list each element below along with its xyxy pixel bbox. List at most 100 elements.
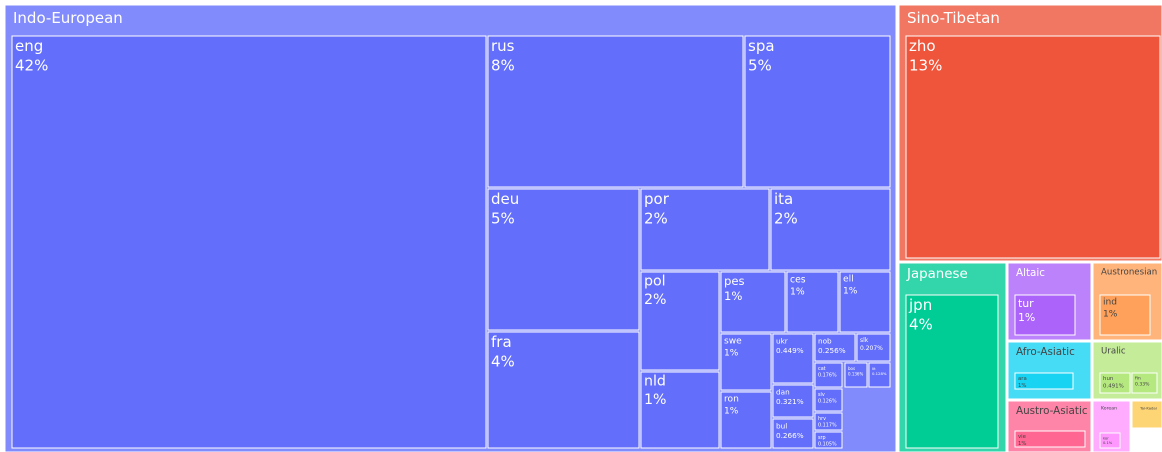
tile-value-label: 1% <box>724 406 739 416</box>
tile-value-label: 1% <box>843 286 858 296</box>
tile-value-label: 42% <box>15 57 48 75</box>
tile <box>772 418 814 449</box>
tile-value-label: 2% <box>774 210 798 228</box>
tile-value-label: 2% <box>644 292 666 308</box>
tile <box>772 384 814 418</box>
tile-name: hun <box>1103 376 1113 382</box>
tile <box>487 188 640 331</box>
tile-name: vie <box>1018 434 1026 440</box>
tile <box>814 333 856 362</box>
tile <box>814 412 843 431</box>
tile-name: bul <box>776 422 787 431</box>
tile-name: ita <box>774 190 793 208</box>
tile <box>1014 372 1074 390</box>
tile-value-label: 0.33% <box>1135 381 1150 387</box>
tile-value-label: 0.491% <box>1103 383 1124 389</box>
tile <box>720 271 786 333</box>
tile-value-label: 0.321% <box>776 397 804 406</box>
group-box <box>1131 400 1162 429</box>
tile-name: ell <box>843 275 854 285</box>
tile <box>487 35 744 188</box>
tile <box>814 388 843 412</box>
tile-value-label: 1% <box>1103 309 1118 319</box>
tile <box>11 35 487 449</box>
tile <box>844 362 868 388</box>
group-label: Uralic <box>1101 347 1126 357</box>
group-label: Sino-Tibetan <box>907 9 1000 27</box>
tile <box>786 271 839 333</box>
group-label: Altaic <box>1016 267 1045 279</box>
tile-value-label: 0.449% <box>776 346 804 355</box>
tile-value-label: 5% <box>491 210 515 228</box>
tile-value-label: 1% <box>790 286 805 297</box>
tile-name: fin <box>1135 375 1141 381</box>
tile-name: ukr <box>776 337 788 346</box>
tile-name: pes <box>724 274 745 288</box>
tile <box>814 431 843 449</box>
tile-value-label: 0.1% <box>1103 441 1113 445</box>
tile-value-label: 5% <box>748 57 772 75</box>
group-label: Japanese <box>906 267 968 282</box>
tile <box>1131 372 1158 394</box>
tile-name: ron <box>724 395 739 405</box>
tile-name: kor <box>1103 436 1109 440</box>
tile-value-label: 0.176% <box>818 373 837 379</box>
tile-name: spa <box>748 37 775 55</box>
tile <box>487 331 640 449</box>
tile-name: ind <box>1103 298 1117 308</box>
group-label: Tai-Kadai <box>1139 406 1157 410</box>
tile-value-label: 0.207% <box>860 345 883 352</box>
group-label: Afro-Asiatic <box>1016 346 1075 358</box>
tile-name: deu <box>491 190 519 208</box>
tile-value-label: 0.105% <box>818 442 837 448</box>
tile-name: srp <box>818 435 826 441</box>
tile-value-label: 1% <box>724 289 742 303</box>
tile-value-label: 1% <box>724 348 739 358</box>
tile <box>640 188 770 271</box>
tile <box>1099 372 1131 394</box>
tile <box>1014 294 1076 336</box>
tile-value-label: 1% <box>644 392 666 408</box>
tile-name: swe <box>724 337 742 347</box>
tile-value-label: 4% <box>491 353 515 371</box>
tile-value-label: 0.266% <box>776 431 804 440</box>
tile-name: nob <box>818 337 832 346</box>
tile <box>905 294 999 449</box>
tile-name: ara <box>1018 376 1027 382</box>
tile-name: ces <box>790 274 806 285</box>
tile <box>868 362 891 388</box>
tile-value-label: 0.128% <box>872 371 887 376</box>
tile-name: cat <box>818 366 826 372</box>
tile <box>640 271 720 371</box>
tile-name: dan <box>776 388 790 397</box>
tile <box>772 333 814 384</box>
tile-name: por <box>644 190 670 208</box>
tile <box>770 188 891 271</box>
tile-name: slk <box>860 337 869 344</box>
tile-value-label: 0.117% <box>818 423 837 429</box>
group-label: Indo-European <box>13 9 123 27</box>
tile-name: slv <box>818 392 825 398</box>
group-label: Austro-Asiatic <box>1016 405 1088 417</box>
tile-value-label: 8% <box>491 57 515 75</box>
tile-name: fra <box>491 333 512 351</box>
tile-name: zho <box>909 37 936 55</box>
tile <box>905 35 1161 259</box>
tile-name: hrv <box>818 416 826 422</box>
tile-value-label: 1% <box>1018 441 1026 447</box>
tile-value-label: 1% <box>1018 311 1035 324</box>
group-label: Austronesian <box>1101 268 1157 278</box>
tile <box>1099 432 1121 449</box>
tile <box>720 391 772 449</box>
tile <box>1014 430 1086 448</box>
tile <box>814 362 843 388</box>
tile <box>856 333 891 362</box>
tile-value-label: 0.256% <box>818 346 846 355</box>
tile-name: jpn <box>908 296 932 314</box>
tile-value-label: 0.136% <box>848 371 863 376</box>
tile-value-label: 1% <box>1018 383 1026 389</box>
tile <box>640 371 720 449</box>
tile-value-label: 13% <box>909 57 942 75</box>
tile-name: nld <box>644 374 666 390</box>
